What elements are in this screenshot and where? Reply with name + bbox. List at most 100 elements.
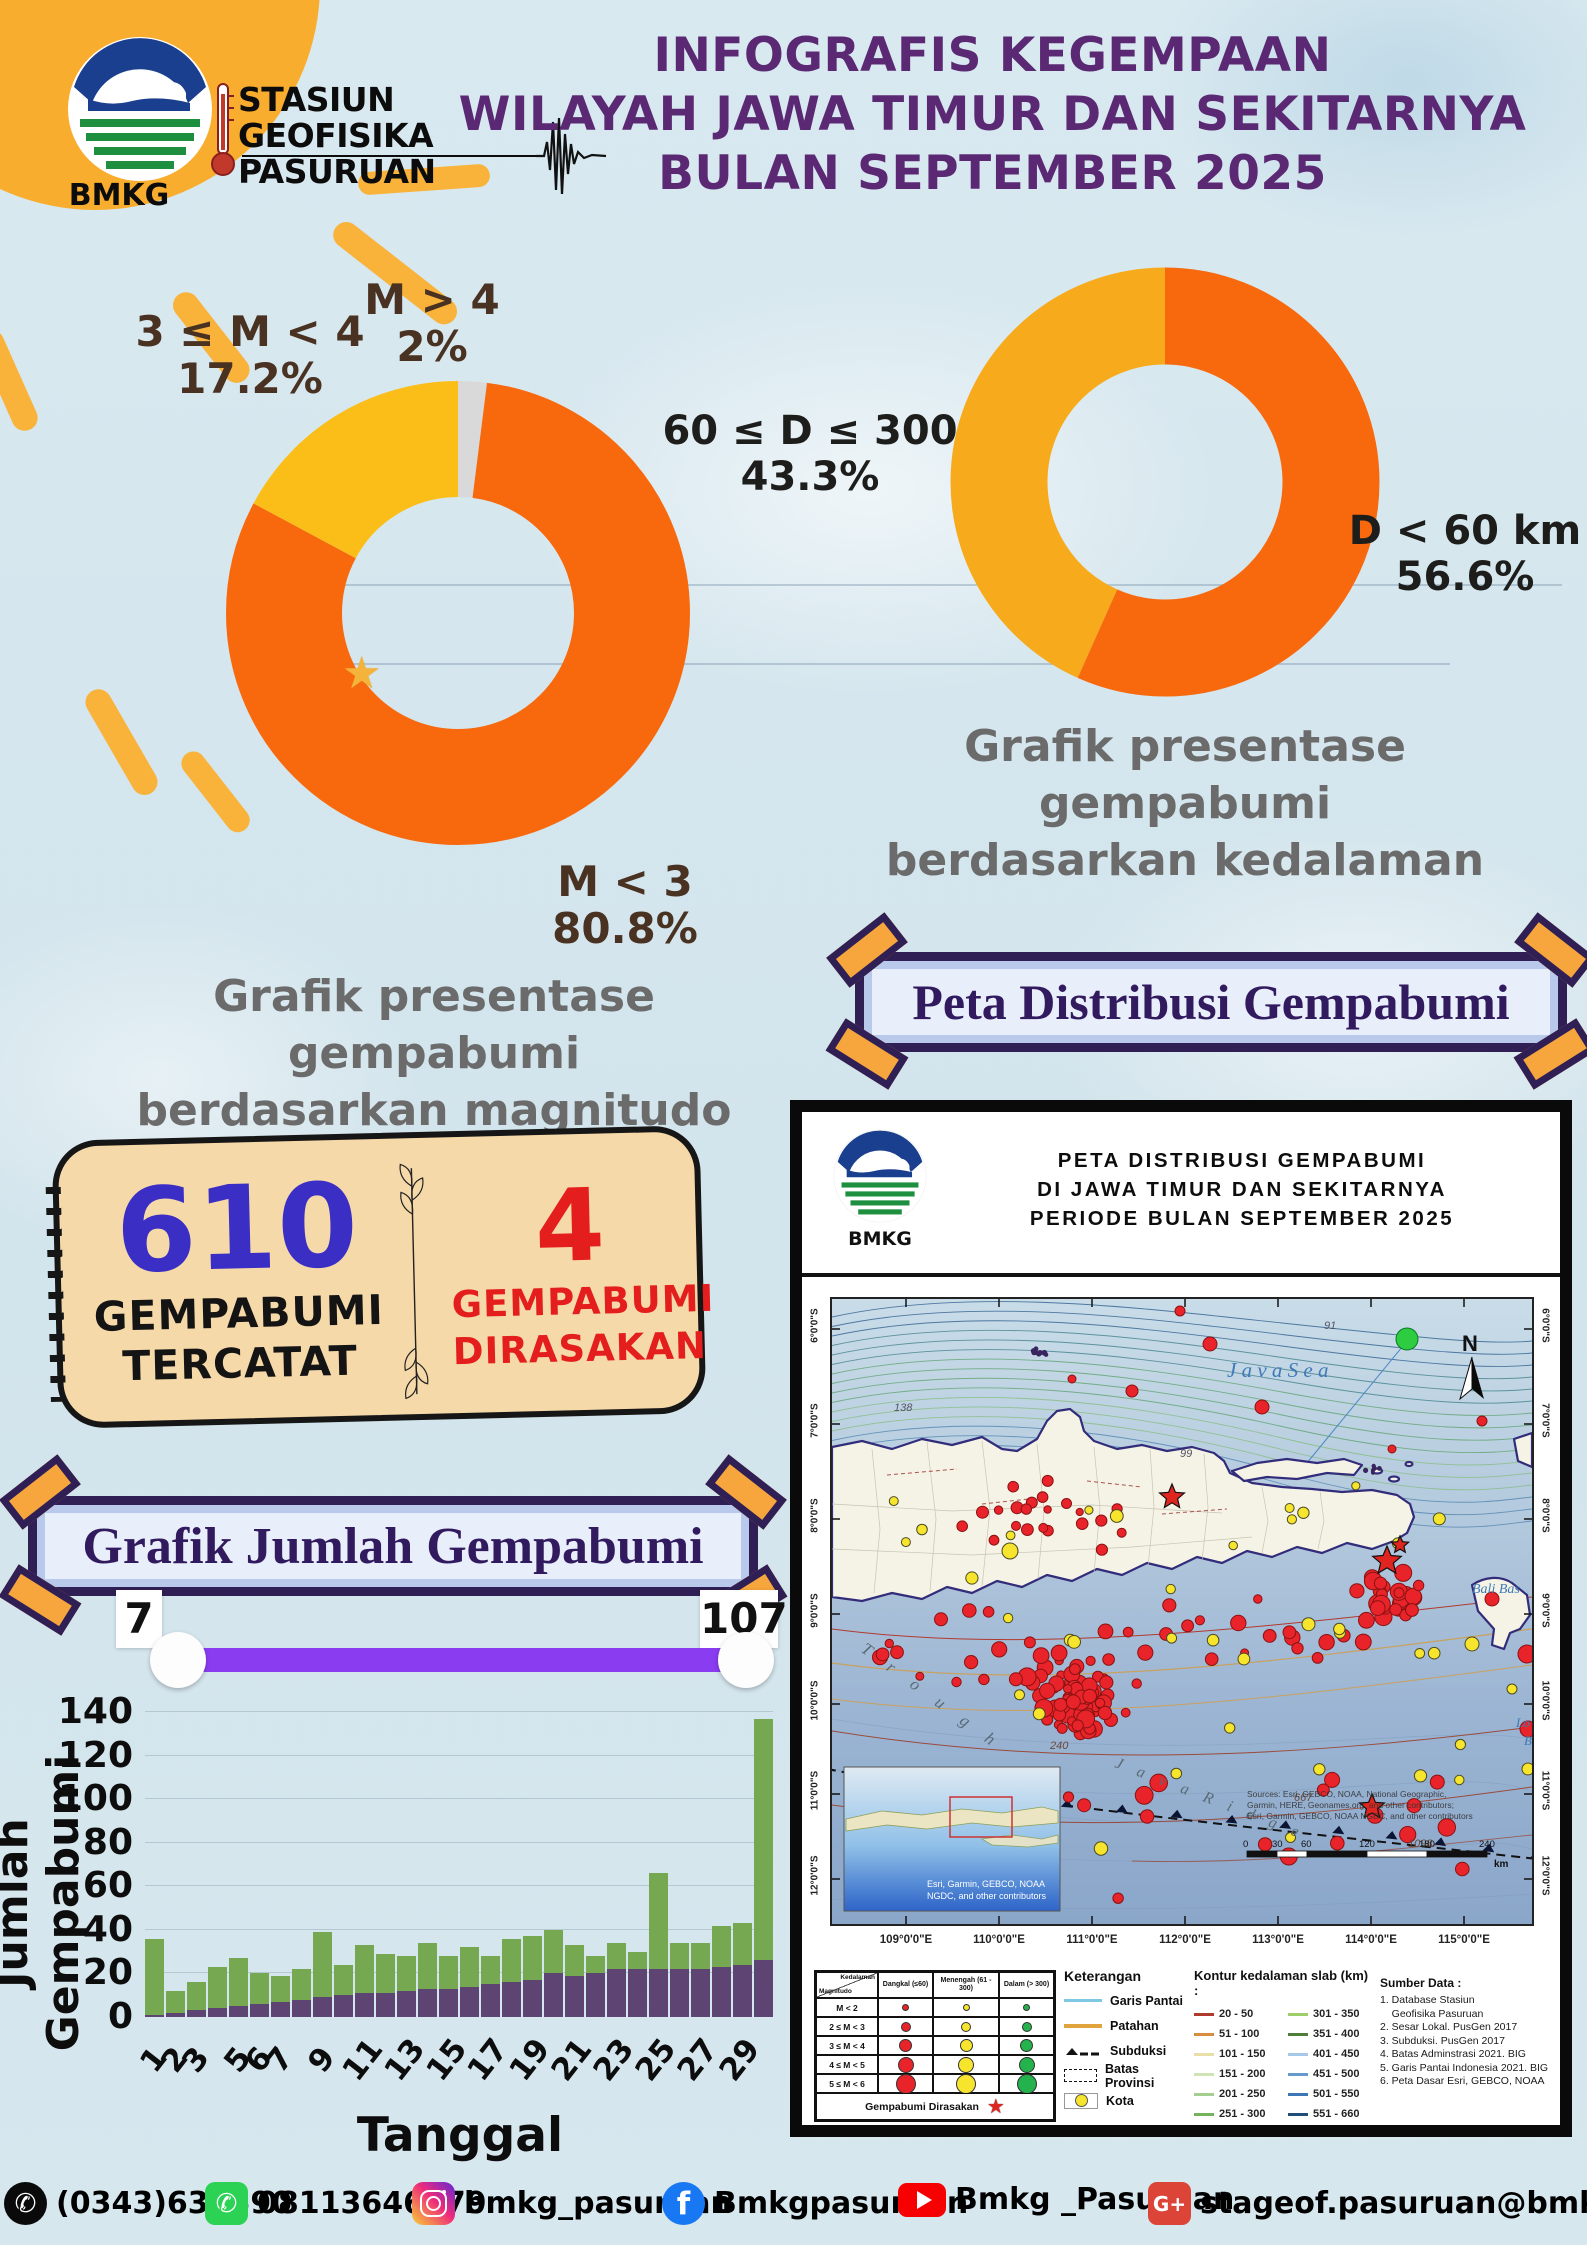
stats-card: 610 GEMPABUMI TERCATAT 4 GEMPABUMI DIRAS…: [45, 1125, 715, 1429]
bar-day-18: [502, 1938, 521, 2017]
earthquake-dot: [1324, 1771, 1341, 1788]
kontur-range: 501 - 550: [1288, 2084, 1372, 2104]
felt-label-line: DIRASAKAN: [452, 1324, 708, 1374]
bar-chart-xlabel: Tanggal: [356, 2108, 564, 2163]
earthquake-dot: [1032, 1707, 1046, 1721]
sumber-item: 3. Subduksi. PusGen 2017: [1380, 2034, 1505, 2047]
earthquake-dot: [962, 1603, 977, 1618]
felt-label-line: GEMPABUMI: [451, 1276, 715, 1327]
map-scale-bar: 0 30 60 120 180 240 km: [1243, 1839, 1509, 1870]
earthquake-dot: [1349, 1583, 1365, 1599]
sumber-item: 2. Sesar Lokal. PusGen 2017: [1380, 2021, 1518, 2033]
earthquake-dot: [1316, 1783, 1330, 1797]
earthquake-dot: [1020, 1503, 1033, 1515]
contour-value: 99: [1180, 1448, 1192, 1460]
svg-text:Sources: Esri, GEBCO, NOAA, Na: Sources: Esri, GEBCO, NOAA, National Geo…: [1247, 1789, 1446, 1799]
earthquake-dot: [1454, 1738, 1467, 1751]
earthquake-dot: [1371, 1463, 1376, 1469]
legend-item-garis-pantai: Garis Pantai: [1064, 1988, 1189, 2013]
slider-max-value: 107: [700, 1590, 788, 1648]
y-tick-label: 140: [57, 1691, 133, 1732]
north-label: N: [1462, 1331, 1478, 1356]
contour-value: 138: [894, 1402, 913, 1414]
depth-contour: [832, 1320, 1532, 1367]
bar-segment-green: [439, 1956, 458, 1989]
footer-phone[interactable]: ✆ (0343)635590: [4, 2182, 292, 2225]
slider-handle-right[interactable]: [718, 1632, 774, 1688]
bmkg-logo-text: BMKG: [68, 178, 170, 213]
java-sea-label: J a v a S e a: [1227, 1358, 1328, 1382]
north-arrow-icon: [1472, 1357, 1484, 1399]
slider-handle-left[interactable]: [150, 1632, 206, 1688]
bar-segment-purple: [439, 1988, 458, 2017]
map-frame[interactable]: J a v a S e a Bali Bas T r o u g h J a v…: [830, 1297, 1534, 1926]
depth-contour: [832, 1301, 1532, 1343]
depth-chart-caption: Grafik presentase gempabumi berdasarkan …: [850, 718, 1520, 889]
latitude-label: 10°0'0"S: [1539, 1680, 1551, 1721]
bar-segment-green: [502, 1938, 521, 1983]
magnitude-label-m3: M < 3 80.8%: [500, 858, 750, 952]
gridline: [145, 1885, 773, 1887]
svg-text:180: 180: [1419, 1839, 1435, 1850]
bar-day-30: [754, 1718, 773, 2017]
sumber-item: 5. Garis Pantai Indonesia 2021. BIG: [1380, 2061, 1549, 2074]
earthquake-dot: [1005, 1530, 1016, 1541]
y-tick-label: 0: [107, 1996, 133, 2037]
kontur-range: 451 - 500: [1288, 2064, 1372, 2084]
footer-gplus[interactable]: G+ stageof.pasuruan@bmkg.go.id: [1148, 2182, 1587, 2225]
earthquake-dot: [1071, 1719, 1084, 1732]
bar-segment-green: [229, 1958, 248, 2007]
gridline: [145, 1711, 773, 1712]
longitude-label: 110°0'0"E: [973, 1934, 1025, 1946]
y-tick-label: 100: [57, 1778, 133, 1820]
earthquake-dot: [1284, 1503, 1295, 1513]
earthquake-dot: [1257, 1837, 1273, 1852]
gridline: [145, 1754, 773, 1756]
magnitude-label-m4: M > 4 2%: [332, 276, 532, 370]
earthquake-dot: [1001, 1542, 1019, 1560]
earthquake-dot: [890, 1645, 904, 1660]
svg-text:km: km: [1494, 1859, 1509, 1870]
earthquake-dot: [1476, 1415, 1488, 1427]
station-line: GEOFISIKA: [238, 116, 434, 155]
bar-segment-purple: [544, 1973, 563, 2017]
page-title-line: BULAN SEPTEMBER 2025: [658, 146, 1327, 201]
bar-chart-plot: [145, 1711, 773, 2017]
earthquake-dot: [1521, 1762, 1532, 1776]
bar-segment-green: [691, 1942, 710, 1970]
bar-segment-purple: [187, 2010, 206, 2017]
gplus-icon: G+: [1148, 2182, 1191, 2225]
map-title-line: DI JAWA TIMUR DAN SEKITARNYA: [1037, 1178, 1447, 1201]
latitude-label: 6°0'0"S: [809, 1308, 821, 1343]
whatsapp-icon: ✆: [205, 2182, 248, 2225]
station-line: PASURUAN: [238, 152, 436, 191]
longitude-label: 113°0'0"E: [1252, 1934, 1304, 1946]
latitude-label: 7°0'0"S: [1539, 1403, 1551, 1438]
page-title-line: WILAYAH JAWA TIMUR DAN SEKITARNYA: [458, 87, 1527, 142]
sumber-item: 1. Database Stasiun: [1380, 1994, 1475, 2006]
leaf-divider-decoration: [399, 1163, 429, 1400]
earthquake-dot: [1002, 1612, 1014, 1624]
latitude-label: 11°0'0"S: [1539, 1770, 1551, 1811]
slider-track[interactable]: [200, 1648, 752, 1672]
label-text: M < 3: [557, 857, 693, 906]
earthquake-dot: [875, 1647, 890, 1662]
earthquake-dot: [1137, 1644, 1154, 1661]
magnitude-label-m34: 3 ≤ M < 4 17.2%: [60, 308, 440, 402]
bar-day-11: [355, 1945, 374, 2017]
lombok-basin-label: B: [1524, 1733, 1532, 1748]
legend-table-cell: M < 2: [816, 1998, 878, 2017]
bar-segment-green: [523, 1936, 542, 1980]
legend-table-cell: Dangkal (≤60): [878, 1972, 933, 1998]
bar-segment-purple: [166, 2012, 185, 2017]
bmkg-logo: [68, 37, 212, 181]
distribution-map: J a v a S e a Bali Bas T r o u g h J a v…: [832, 1299, 1532, 1924]
magnitude-chart-caption: Grafik presentase gempabumi berdasarkan …: [78, 968, 790, 1139]
earthquake-dot: [1037, 1350, 1043, 1356]
earthquake-dot: [1429, 1774, 1445, 1790]
legend-table-cell: [933, 2036, 999, 2055]
earthquake-dot: [1094, 1697, 1106, 1709]
instagram-icon: [412, 2182, 455, 2225]
magnitude-depth-legend-table: Kedalaman Magnitudo Dangkal (≤60) Menengah …: [814, 1970, 1056, 2122]
